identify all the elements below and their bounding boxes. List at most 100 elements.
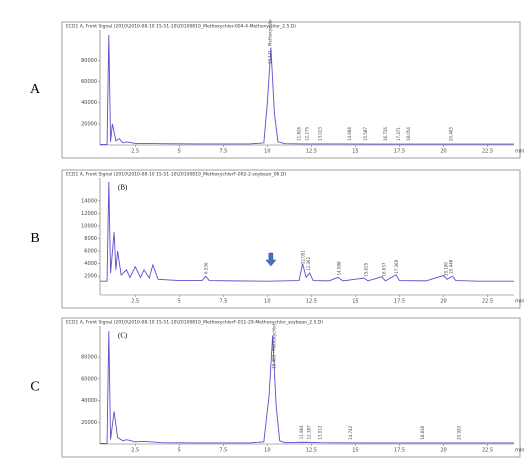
- peak-label-text: 12.387: [306, 425, 311, 439]
- peak-label-text: 13.023: [318, 126, 323, 140]
- peak-label-text: 13.012: [317, 425, 322, 439]
- peak-label: 11.964: [299, 425, 304, 439]
- x-tick-label: 20: [440, 299, 446, 305]
- x-tick-label: 20: [440, 149, 446, 155]
- peak-label-text: 18.838: [420, 425, 425, 439]
- peak-label: 6.536: [203, 262, 208, 274]
- panel-letter: C: [30, 380, 39, 395]
- x-tick-label: 5: [178, 299, 181, 305]
- annotation: (B): [118, 184, 128, 192]
- peak-label-text: 20.448: [448, 259, 453, 273]
- x-tick-label: 15: [352, 149, 358, 155]
- y-tick-label: 80000: [81, 355, 97, 361]
- peak-label-text: 18.054: [406, 127, 411, 141]
- peak-label: 12.362: [306, 256, 311, 270]
- panel-header: ECD1 A, Front Signal (2010\2010-08-10 15…: [66, 320, 323, 326]
- y-tick-label: 40000: [81, 398, 97, 404]
- peak-label-text: 20.180: [444, 261, 449, 275]
- panel-frame: [61, 21, 521, 159]
- peak-label: 16.637: [381, 262, 386, 276]
- y-tick-label: 2000: [84, 274, 97, 280]
- annotation: (C): [118, 332, 128, 340]
- x-tick-label: 12.5: [306, 149, 317, 155]
- x-tick-label: 2.5: [131, 448, 139, 454]
- x-tick-label: 10: [264, 149, 270, 155]
- peak-label-text: 6.536: [203, 262, 208, 274]
- peak-label-text: 14.088: [336, 261, 341, 275]
- peak-label: 17.369: [394, 259, 399, 273]
- peak-label-text: 10.403 - Methoxychlor: [271, 323, 276, 368]
- peak-label: 18.054: [406, 127, 411, 141]
- y-tick-label: 10000: [81, 223, 97, 229]
- panel-header: ECD1 A, Front Signal (2010\2010-08-10 15…: [66, 24, 296, 30]
- y-tick-label: 14000: [81, 198, 97, 204]
- peak-label-text: 12.051: [300, 250, 305, 264]
- peak-label: 13.012: [317, 425, 322, 439]
- peak-label: 14.088: [336, 261, 341, 275]
- peak-label: 14.686: [347, 127, 352, 141]
- y-tick-label: 6000: [84, 249, 97, 255]
- peak-label-text: 10.171 - Methoxychlor: [267, 19, 272, 64]
- peak-label-text: 20.463: [449, 127, 454, 141]
- peak-label-text: 12.275: [304, 126, 309, 140]
- peak-label: 20.463: [449, 127, 454, 141]
- peak-label-text: 15.587: [363, 127, 368, 141]
- x-tick-label: 2.5: [131, 299, 139, 305]
- x-tick-label: 17.5: [394, 448, 405, 454]
- x-tick-label: 7.5: [219, 448, 227, 454]
- peak-label: 12.051: [300, 250, 305, 264]
- x-tick-label: 17.5: [394, 299, 405, 305]
- peak-label-text: 17.369: [394, 259, 399, 273]
- peak-label: 12.387: [306, 425, 311, 439]
- peak-label: 15.625: [363, 262, 368, 276]
- x-tick-label: 12.5: [306, 299, 317, 305]
- peak-label-text: 14.742: [348, 425, 353, 439]
- y-tick-label: 4000: [84, 261, 97, 267]
- x-tick-label: 7.5: [219, 299, 227, 305]
- panel-letter: A: [30, 82, 41, 97]
- peak-label-text: 14.686: [347, 127, 352, 141]
- x-unit: min: [515, 448, 524, 454]
- peak-label: 18.838: [420, 425, 425, 439]
- peak-label: 14.742: [348, 425, 353, 439]
- peak-label: 20.180: [444, 261, 449, 275]
- y-tick-label: 20000: [81, 420, 97, 426]
- peak-label: 16.726: [383, 127, 388, 141]
- signal-line: [100, 181, 514, 282]
- peak-label: 15.587: [363, 127, 368, 141]
- peak-label-text: 15.625: [363, 262, 368, 276]
- x-tick-label: 15: [352, 448, 358, 454]
- peak-label: 20.920: [457, 425, 462, 439]
- peak-label-text: 11.964: [299, 425, 304, 439]
- x-tick-label: 22.5: [482, 299, 493, 305]
- peak-label: 17.471: [396, 127, 401, 141]
- x-tick-label: 12.5: [306, 448, 317, 454]
- y-tick-label: 40000: [81, 100, 97, 106]
- peak-label-text: 20.920: [457, 425, 462, 439]
- x-tick-label: 5: [178, 448, 181, 454]
- peak-label: 11.826: [297, 126, 302, 140]
- y-tick-label: 8000: [84, 236, 97, 242]
- x-tick-label: 10: [264, 299, 270, 305]
- peak-label: 20.448: [448, 259, 453, 273]
- y-tick-label: 20000: [81, 121, 97, 127]
- peak-label-text: 12.362: [306, 256, 311, 270]
- peak-label: 10.171 - Methoxychlor: [267, 19, 272, 64]
- peak-label-text: 16.637: [381, 262, 386, 276]
- x-tick-label: 5: [178, 149, 181, 155]
- y-tick-label: 80000: [81, 58, 97, 64]
- x-unit: min: [515, 299, 524, 305]
- panel-frame: [61, 169, 521, 309]
- arrow: [265, 252, 277, 267]
- x-tick-label: 10: [264, 448, 270, 454]
- panel-frame: [61, 317, 521, 458]
- y-tick-label: 60000: [81, 79, 97, 85]
- x-tick-label: 2.5: [131, 149, 139, 155]
- peak-label: 13.023: [318, 126, 323, 140]
- signal-line: [100, 35, 514, 145]
- y-tick-label: 12000: [81, 211, 97, 217]
- x-unit: min: [515, 149, 524, 155]
- peak-label: 10.403 - Methoxychlor: [271, 323, 276, 368]
- signal-line: [100, 331, 514, 444]
